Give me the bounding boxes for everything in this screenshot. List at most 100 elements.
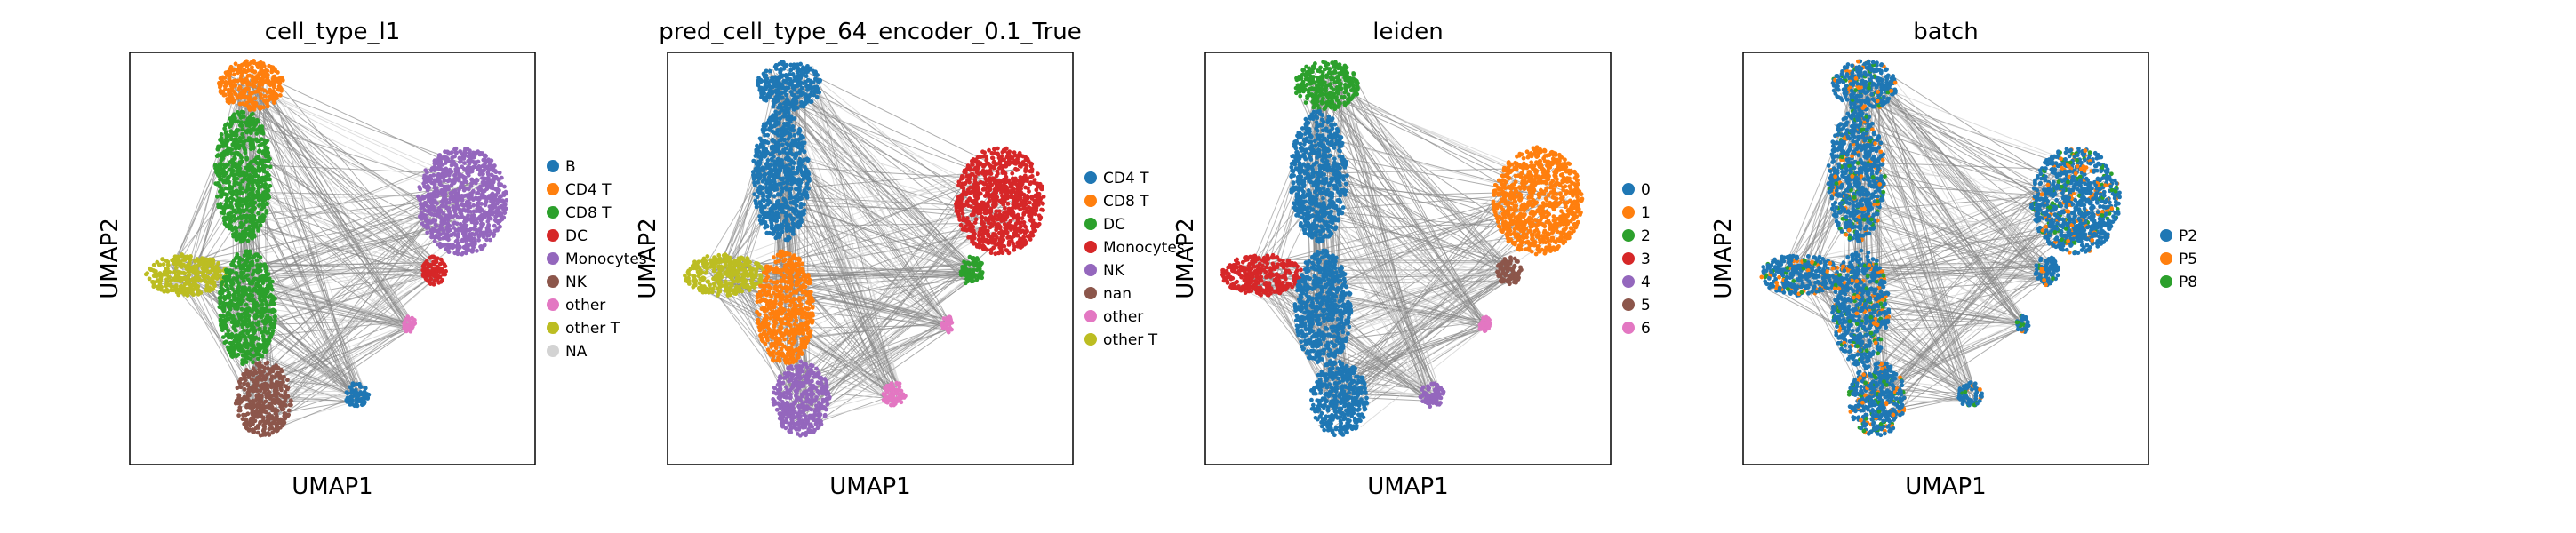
umap-panel-2: pred_cell_type_64_encoder_0.1_True UMAP1 U… [635,19,1185,500]
x-axis-label: UMAP1 [829,473,910,500]
legend-item: P8 [2160,274,2197,291]
panel-title: leiden [1372,19,1443,45]
legend-item: 2 [1622,227,1651,245]
legend-marker [547,275,559,288]
legend: P2 P5 P8 [2160,227,2197,291]
legend-item: 0 [1622,181,1651,199]
legend-label: 1 [1641,204,1651,222]
legend-label: 2 [1641,227,1651,245]
legend: B CD4 T CD8 T DC Monocytes NK other other T NA [547,158,647,361]
cell-points [1220,60,1585,438]
legend-label: 3 [1641,251,1651,268]
legend-item: other [1084,308,1143,326]
legend-marker [547,298,559,311]
legend-label: CD4 T [1103,170,1149,187]
legend-item: 3 [1622,251,1651,268]
legend-marker [1622,183,1635,195]
legend-marker [1084,310,1097,322]
legend-marker [1084,218,1097,230]
legend-item: other T [547,320,620,338]
legend-marker [547,183,559,195]
legend-marker [547,160,559,172]
legend-item: 6 [1622,320,1651,338]
y-axis-label: UMAP2 [635,218,661,298]
legend-marker [1622,275,1635,288]
panel-title: batch [1913,19,1978,45]
legend-marker [1084,195,1097,207]
legend-marker [547,229,559,242]
legend-item: B [547,158,576,176]
legend-item: CD8 T [1084,193,1149,211]
legend-marker [1084,287,1097,299]
legend-label: 5 [1641,297,1651,314]
legend-item: Monocytes [1084,239,1185,257]
x-axis-label: UMAP1 [1905,473,1986,500]
legend: 0 1 2 3 4 5 6 [1622,181,1651,338]
legend-label: B [565,158,576,176]
legend-item: NK [547,274,588,291]
legend-label: P2 [2179,227,2197,245]
legend-item: Monocytes [547,251,647,268]
plot-frame [667,52,1074,465]
legend-marker [1084,171,1097,184]
legend-marker [2160,229,2172,242]
legend-label: Monocytes [565,251,647,268]
legend-marker [1622,206,1635,219]
legend-marker [1622,298,1635,311]
legend-label: 0 [1641,181,1651,199]
paga-edges [156,65,488,428]
cell-points [1759,59,2122,438]
legend-item: P2 [2160,227,2197,245]
umap-panel-1: cell_type_l1 UMAP1 UMAP2 B CD4 T CD8 T DC Monoc… [97,19,647,500]
y-axis-label: UMAP2 [1172,218,1199,298]
legend-label: 4 [1641,274,1651,291]
y-axis-label: UMAP2 [1710,218,1737,298]
legend-marker [547,322,559,334]
legend: CD4 T CD8 T DC Monocytes NK nan other other T [1084,170,1185,349]
legend-marker [2160,252,2172,265]
legend-item: CD8 T [547,204,612,222]
legend-item: CD4 T [1084,170,1149,187]
legend-item: other T [1084,331,1158,349]
x-axis-label: UMAP1 [292,473,372,500]
legend-label: NK [565,274,588,291]
legend-item: 1 [1622,204,1651,222]
legend-label: other [1103,308,1143,326]
umap-panel-4: batch UMAP1 UMAP2 P2 P5 P8 [1710,19,2197,500]
legend-item: DC [547,227,588,245]
legend-label: P8 [2179,274,2197,291]
legend-marker [547,252,559,265]
legend-label: 6 [1641,320,1651,338]
legend-item: NK [1084,262,1125,280]
legend-label: DC [565,227,588,245]
legend-label: nan [1103,285,1132,303]
cell-points [683,60,1046,438]
legend-label: other T [565,320,620,338]
legend-label: other T [1103,331,1158,349]
legend-item: other [547,297,605,314]
plot-frame [129,52,536,465]
legend-marker [2160,275,2172,288]
x-axis-label: UMAP1 [1367,473,1448,500]
legend-marker [1622,322,1635,334]
legend-label: NA [565,343,588,361]
legend-label: DC [1103,216,1125,234]
legend-marker [1622,252,1635,265]
legend-label: CD8 T [1103,193,1149,211]
legend-marker [547,345,559,357]
legend-marker [1084,333,1097,346]
legend-item: nan [1084,285,1132,303]
plot-frame [1742,52,2149,465]
legend-label: other [565,297,605,314]
legend-label: CD8 T [565,204,612,222]
cell-points [143,59,509,438]
legend-label: Monocytes [1103,239,1185,257]
legend-item: CD4 T [547,181,612,199]
legend-item: NA [547,343,588,361]
legend-marker [1084,241,1097,253]
legend-marker [547,206,559,219]
legend-label: P5 [2179,251,2197,268]
legend-item: P5 [2160,251,2197,268]
y-axis-label: UMAP2 [97,218,124,298]
legend-label: CD4 T [565,181,612,199]
